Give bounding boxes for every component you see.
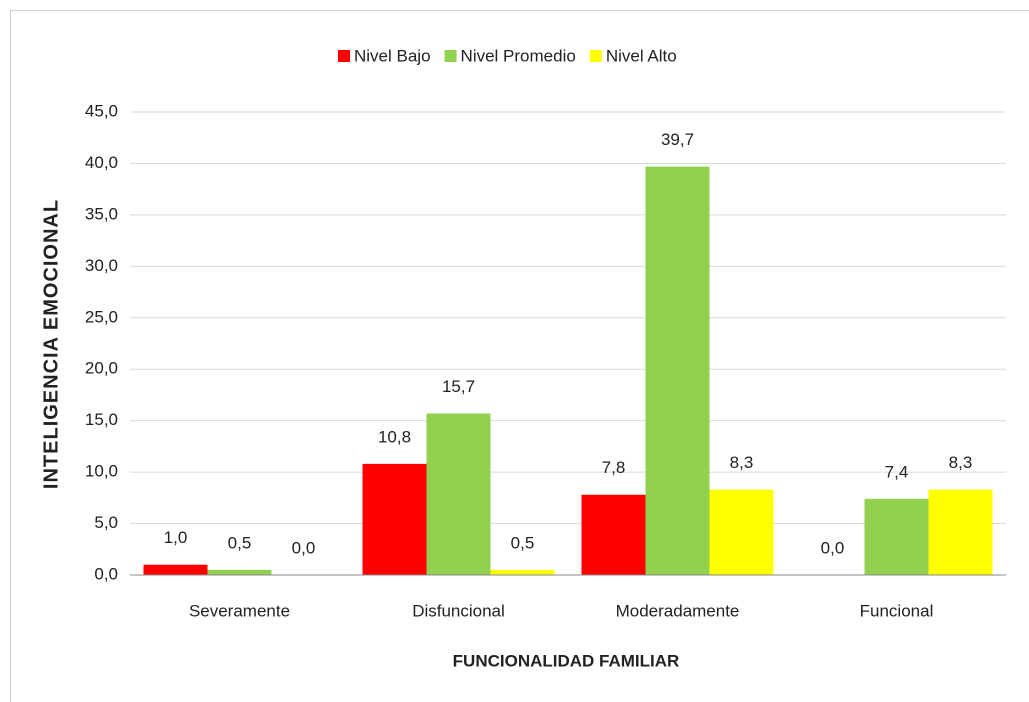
y-tick-label: 10,0	[85, 462, 118, 481]
y-tick-label: 5,0	[94, 513, 118, 532]
bar	[362, 463, 427, 575]
legend-label: Nivel Promedio	[461, 46, 576, 65]
bar	[864, 498, 929, 575]
value-label: 39,7	[661, 130, 694, 149]
value-label: 0,0	[292, 538, 316, 557]
bar	[709, 489, 774, 575]
y-tick-label: 0,0	[94, 564, 118, 583]
x-tick-label: Funcional	[860, 601, 934, 620]
y-tick-label: 35,0	[85, 204, 118, 223]
chart-frame	[10, 10, 1029, 702]
y-axis-title: INTELIGENCIA EMOCIONAL	[40, 199, 62, 489]
x-axis-title: FUNCIONALIDAD FAMILIAR	[453, 651, 680, 670]
x-tick-label: Severamente	[189, 601, 290, 620]
legend-swatch	[589, 50, 602, 62]
y-tick-label: 20,0	[85, 359, 118, 378]
value-label: 0,0	[821, 538, 845, 557]
legend-swatch	[338, 50, 350, 62]
legend-label: Nivel Bajo	[354, 46, 431, 65]
value-label: 7,4	[885, 462, 909, 481]
bar	[143, 564, 208, 575]
value-label: 15,7	[442, 377, 475, 396]
x-tick-label: Moderadamente	[616, 601, 740, 620]
value-label: 10,8	[378, 427, 411, 446]
value-label: 8,3	[949, 453, 973, 472]
x-tick-label: Disfuncional	[412, 601, 505, 620]
y-tick-label: 25,0	[85, 307, 118, 326]
value-label: 7,8	[602, 458, 626, 477]
y-tick-label: 15,0	[85, 410, 118, 429]
value-label: 0,5	[511, 533, 535, 552]
y-tick-label: 45,0	[85, 101, 118, 120]
value-label: 8,3	[730, 453, 754, 472]
value-label: 1,0	[164, 528, 188, 547]
legend-label: Nivel Alto	[606, 46, 677, 65]
bar	[490, 569, 555, 575]
y-tick-label: 40,0	[85, 153, 118, 172]
bar	[645, 166, 710, 575]
bar	[207, 569, 272, 575]
bar	[581, 494, 646, 575]
bar	[426, 413, 491, 575]
bar	[928, 489, 993, 575]
y-tick-label: 30,0	[85, 256, 118, 275]
value-label: 0,5	[228, 533, 252, 552]
legend-swatch	[444, 50, 457, 62]
